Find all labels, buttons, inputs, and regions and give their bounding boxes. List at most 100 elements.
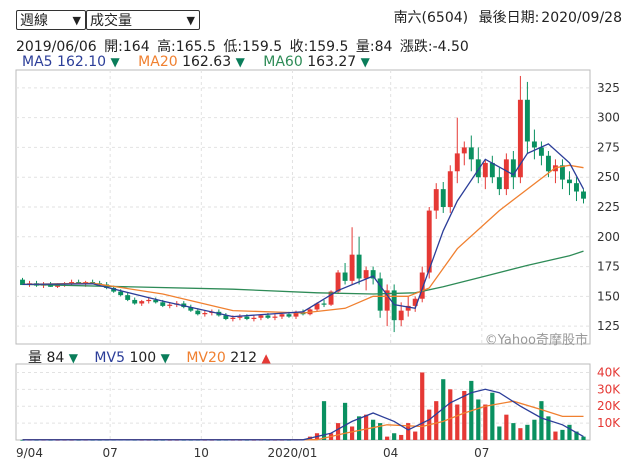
price-tick-label: 275 [597,140,620,154]
volume-axis-ticks: 10K 20K 30K 40K [597,365,621,430]
volume-bar [342,402,348,440]
candle-body [160,302,166,306]
ma60-line [22,250,584,295]
candle-body [545,155,551,172]
candle-body [237,316,243,318]
volume-bar [476,399,481,440]
legend-volume-name: 量 [28,350,42,366]
volume-bar [448,389,453,440]
candle [125,292,131,302]
candle-body [69,282,75,284]
mv5-line [22,388,584,441]
high-label: 高: [157,39,176,55]
volume-bar [420,372,425,440]
volume-value: 84 [374,39,393,55]
candle-body [132,299,138,304]
volume-bar [511,423,516,440]
candle [377,272,383,318]
volume-bar [413,431,418,440]
candle-body [167,304,173,306]
candle [153,297,159,304]
volume-bar [462,391,467,440]
time-tick-label: 10 [194,446,209,460]
candle-body [356,254,362,279]
candle [567,171,572,196]
candle-body [517,99,523,178]
candle [279,313,285,319]
candle-body [496,177,502,190]
candle-body [567,179,572,184]
candle [482,159,488,190]
candle-body [272,316,278,318]
legend-mv5-value: 100 [129,350,157,366]
volume-bar [532,419,537,440]
candle [581,189,586,204]
candle-body [461,147,467,154]
arrow-down-icon: ▼ [235,55,245,69]
volume-bar [378,423,383,440]
candle [146,297,152,304]
time-tick-label: 2020/01 [268,446,318,460]
candle-body [153,299,159,303]
candle-body [398,310,404,321]
volume-legend: 量 84 ▼ MV5 100 ▼ MV20 212 ▲ [28,347,283,367]
volume-ma-lines [22,388,584,441]
candle-body [419,272,425,299]
candle [202,310,208,317]
candle-body [328,291,334,305]
candle-body [265,315,271,318]
price-tick-label: 150 [597,289,620,303]
volume-bar [574,431,579,440]
candle [384,284,390,327]
candle [461,141,467,166]
volume-tick-label: 20K [597,399,621,413]
period-select[interactable]: 週線 ▼ [16,10,86,30]
candle-body [574,183,579,192]
time-tick-label: 9/04 [16,446,43,460]
candle-body [202,313,208,315]
arrow-down-icon: ▼ [110,55,120,69]
volume-bar [441,379,446,440]
price-candles [20,75,586,333]
indicator-select[interactable]: 成交量 ▼ [86,10,200,30]
candle [139,299,145,306]
volume-bar [455,404,460,440]
candle [132,297,138,305]
volume-grid [15,363,591,441]
legend-ma5: MA5 162.10 ▼ [22,54,124,70]
candle-body [286,314,292,317]
legend-ma20-value: 162.63 [182,54,232,70]
candle-body [475,159,481,178]
volume-bar [385,436,390,440]
candle [496,167,502,196]
candle-body [454,153,460,172]
candle [349,227,355,285]
candle [503,153,509,196]
price-tick-label: 225 [597,200,620,214]
volume-bar [490,392,495,440]
candle [475,147,481,184]
price-tick-label: 200 [597,230,620,244]
volume-bar [349,426,355,440]
volume-bar [321,401,327,440]
candle [426,207,432,279]
change-label: 漲跌: [399,39,433,55]
last-date: 2020/09/28 [541,10,622,26]
candle [223,313,229,321]
price-tick-label: 125 [597,319,620,333]
indicator-select-value: 成交量 [90,13,132,29]
candle-body [321,303,327,305]
candle [574,177,579,202]
price-grid [15,69,591,345]
candle-body [111,288,117,292]
volume-label: 量: [355,39,375,55]
candle-body [314,303,320,310]
volume-bar [371,419,376,440]
volume-tick-label: 30K [597,382,621,396]
candle-body [335,272,341,292]
price-ma-lines [22,143,585,318]
candle [342,262,348,285]
candle [391,284,397,333]
ma20-line [22,164,584,314]
